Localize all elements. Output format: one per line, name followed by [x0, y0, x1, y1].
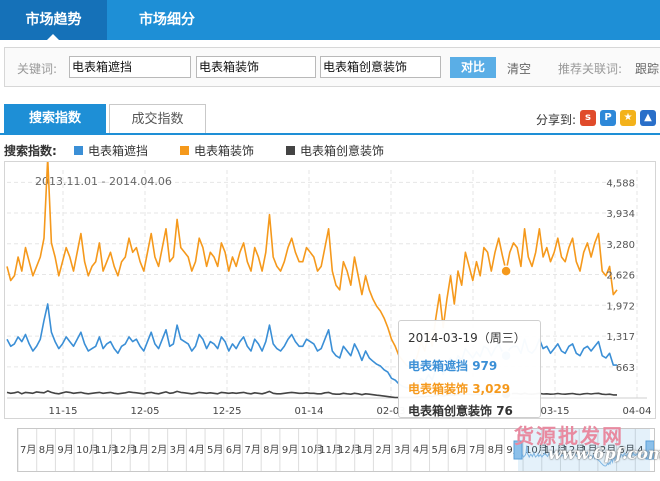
navigator-month-label: 3月 [394, 444, 410, 456]
tooltip-row-3: 电表箱创意装饰 76 [408, 402, 513, 419]
y-axis-ticks: 663 1,317 1,972 2,626 3,280 3,934 4,588 [606, 178, 635, 374]
share-icon-2[interactable]: P [600, 110, 616, 126]
navigator-month-label: 1月 [581, 444, 597, 456]
legend-swatch-1 [74, 146, 83, 155]
y-tick-label: 1,972 [606, 301, 635, 312]
compare-button[interactable]: 对比 [450, 57, 496, 78]
legend-item-1[interactable]: 电表箱遮挡 [74, 142, 148, 159]
index-tabs: 搜索指数 成交指数 分享到: s P ★ ▲ [0, 104, 660, 135]
navigator-month-label: 4月 [413, 444, 429, 456]
navigator-month-label: 1月 [132, 444, 148, 456]
navigator-month-label: 7月 [244, 444, 260, 456]
related-keyword-link[interactable]: 跟踪 [635, 62, 660, 76]
trend-chart[interactable]: 2013.11.01 - 2014.04.06 663 1,317 1,972 2,6… [4, 161, 656, 419]
watermark-line-2: www.6pf.com [548, 444, 660, 463]
tooltip-value-2: 3,029 [472, 382, 511, 396]
y-tick-label: 663 [616, 363, 635, 374]
legend-title: 搜索指数: [4, 144, 57, 158]
navigator-month-label: 8月 [263, 444, 279, 456]
navigator-month-label: 6月 [450, 444, 466, 456]
keyword-label: 关键词: [17, 62, 58, 76]
tab-search-index[interactable]: 搜索指数 [4, 104, 106, 133]
navigator-month-label: 7月 [20, 444, 36, 456]
watermark-line-1: 货源批发网 [514, 424, 624, 448]
x-tick-label: 12-25 [212, 406, 241, 417]
share-icon-4[interactable]: ▲ [640, 110, 656, 126]
range-navigator[interactable]: 7月 8月 9月 10月 11月 12月 1月 2月 3月 4月 5月 6月 7月 8月 9月 10月 11月 1… [17, 428, 655, 472]
navigator-month-label: 6月 [226, 444, 242, 456]
legend-swatch-2 [180, 146, 189, 155]
tab-market-trend[interactable]: 市场趋势 [0, 0, 107, 40]
hover-point-2 [500, 265, 512, 277]
navigator-selection [518, 429, 650, 471]
y-tick-label: 4,588 [606, 178, 635, 189]
navigator-right-handle [645, 440, 654, 460]
active-tab-caret [47, 34, 59, 40]
share-bar: 分享到: s P ★ ▲ [496, 110, 656, 128]
y-tick-label: 3,934 [606, 209, 635, 220]
legend-label-3: 电表箱创意装饰 [300, 144, 385, 158]
tooltip-row-1: 电表箱遮挡 979 [408, 357, 497, 374]
related-keywords-label: 推荐关联词: [558, 62, 623, 76]
top-nav-bar: 市场趋势 市场细分 [0, 0, 660, 40]
tooltip-label-2: 电表箱装饰 [408, 382, 469, 396]
tooltip-value-3: 76 [496, 404, 513, 418]
tooltip-label-3: 电表箱创意装饰 [408, 404, 493, 418]
x-tick-label: 02-03 [376, 406, 405, 417]
clear-link[interactable]: 清空 [507, 62, 532, 76]
navigator-month-label: 3月 [170, 444, 186, 456]
navigator-month-label: 1月 [357, 444, 373, 456]
share-label: 分享到: [535, 113, 576, 127]
navigator-month-label: 5月 [432, 444, 448, 456]
navigator-series [517, 429, 651, 471]
x-tick-label: 03-15 [540, 406, 569, 417]
navigator-month-label: 3月 [619, 444, 635, 456]
trend-chart-svg: 2013.11.01 - 2014.04.06 663 1,317 1,972 2,6… [6, 162, 652, 417]
tooltip-row-2: 电表箱装饰 3,029 [408, 380, 510, 397]
chart-tooltip: 2014-03-19（周三） 电表箱遮挡 979 电表箱装饰 3,029 电表箱… [398, 320, 541, 418]
navigator-month-label: 4月 [188, 444, 204, 456]
legend-item-3[interactable]: 电表箱创意装饰 [286, 142, 384, 159]
navigator-month-label: 9月 [282, 444, 298, 456]
tooltip-label-1: 电表箱遮挡 [408, 359, 469, 373]
navigator-month-label: 2月 [151, 444, 167, 456]
x-tick-label: 12-05 [130, 406, 159, 417]
share-icon-1[interactable]: s [580, 110, 596, 126]
legend-label-2: 电表箱装饰 [194, 144, 255, 158]
tooltip-date: 2014-03-19（周三） [408, 331, 526, 345]
share-icon-3[interactable]: ★ [620, 110, 636, 126]
navigator-series-line [517, 445, 651, 467]
date-range-label: 2013.11.01 - 2014.04.06 [35, 175, 172, 188]
chart-grid [7, 170, 647, 399]
tooltip-value-1: 979 [472, 359, 498, 373]
keyword-input-2[interactable]: 电表箱装饰 [196, 56, 316, 78]
legend-label-1: 电表箱遮挡 [88, 144, 149, 158]
x-tick-label: 04-04 [622, 406, 651, 417]
tab-deal-index[interactable]: 成交指数 [109, 104, 206, 133]
keyword-bar: 关键词: 电表箱遮挡 电表箱装饰 电表箱创意装饰 对比 清空 推荐关联词: 跟踪 [4, 47, 660, 87]
navigator-month-label: 5月 [207, 444, 223, 456]
y-tick-label: 1,317 [606, 332, 635, 343]
navigator-month-label: 2月 [375, 444, 391, 456]
x-tick-label: 11-15 [48, 406, 77, 417]
series-line-search-decor [6, 162, 618, 369]
y-tick-label: 2,626 [606, 271, 635, 282]
legend-item-2[interactable]: 电表箱装饰 [180, 142, 254, 159]
legend-swatch-3 [286, 146, 295, 155]
navigator-handles [513, 440, 654, 460]
keyword-input-1[interactable]: 电表箱遮挡 [69, 56, 191, 78]
navigator-month-label: 7月 [469, 444, 485, 456]
navigator-month-label: 2月 [600, 444, 616, 456]
x-tick-label: 01-14 [294, 406, 323, 417]
navigator-month-label: 9月 [57, 444, 73, 456]
keyword-input-3[interactable]: 电表箱创意装饰 [320, 56, 441, 78]
navigator-left-handle [513, 440, 523, 460]
tab-market-segment[interactable]: 市场细分 [139, 12, 195, 28]
navigator-month-label: 8月 [39, 444, 55, 456]
navigator-month-label: 8月 [488, 444, 504, 456]
y-tick-label: 3,280 [606, 240, 635, 251]
